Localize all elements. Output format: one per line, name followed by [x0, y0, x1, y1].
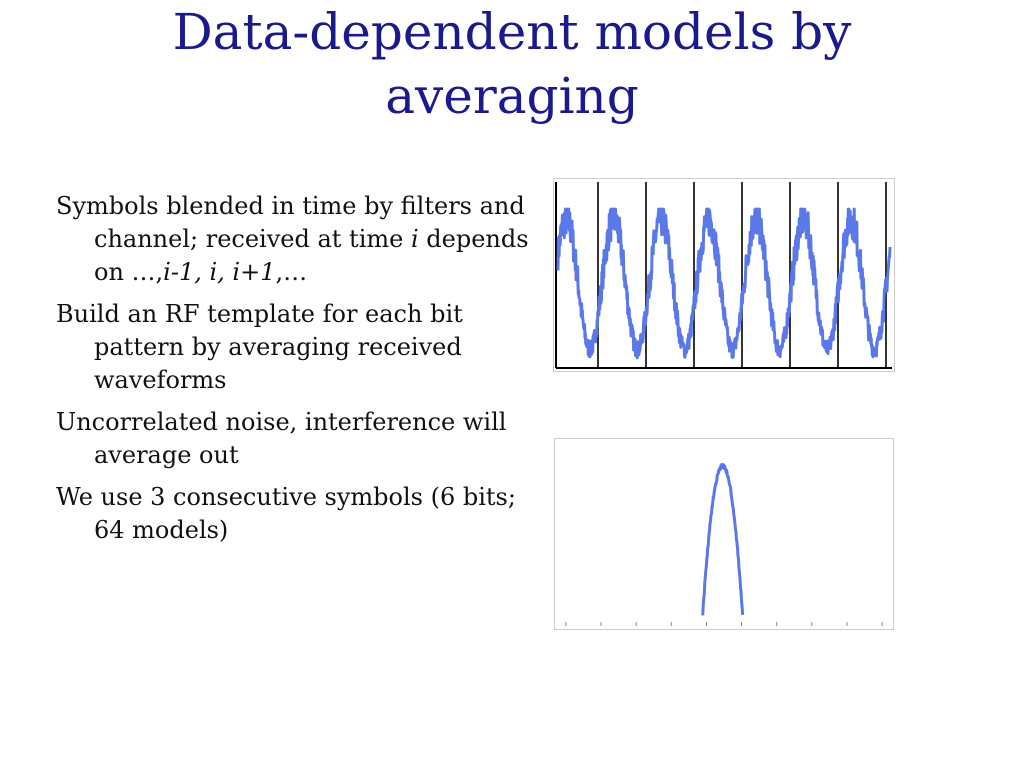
bullet-item: Symbols blended in time by filters and c… [56, 190, 536, 289]
bullet-text: Uncorrelated noise, interference will av… [56, 408, 507, 469]
waveform-series [556, 207, 892, 360]
bullet-text: Build an RF template for each bit patter… [56, 300, 463, 394]
bullet-text: i [410, 225, 419, 253]
bullet-text: ,… [275, 258, 308, 286]
received-waveform-chart [553, 178, 895, 372]
bullet-item: We use 3 consecutive symbols (6 bits; 64… [56, 481, 536, 547]
received-waveform-svg [553, 178, 895, 372]
bullet-text: i-1, i, i+1 [163, 258, 276, 286]
bullet-text: depends on …, [94, 225, 529, 286]
bullet-list: Symbols blended in time by filters and c… [56, 190, 536, 556]
averaged-template-chart [554, 438, 894, 630]
title-line-2: averaging [385, 67, 639, 125]
bullet-text: Symbols blended in time by filters and c… [56, 192, 525, 253]
template-pulse-series [701, 462, 745, 616]
plot-frame [554, 438, 894, 630]
bullet-item: Build an RF template for each bit patter… [56, 298, 536, 397]
slide-title: Data-dependent models by averaging [0, 0, 1024, 128]
bullet-text: We use 3 consecutive symbols (6 bits; 64… [56, 483, 516, 544]
averaged-template-svg [554, 438, 894, 630]
title-line-1: Data-dependent models by [172, 3, 852, 61]
bullet-item: Uncorrelated noise, interference will av… [56, 406, 536, 472]
